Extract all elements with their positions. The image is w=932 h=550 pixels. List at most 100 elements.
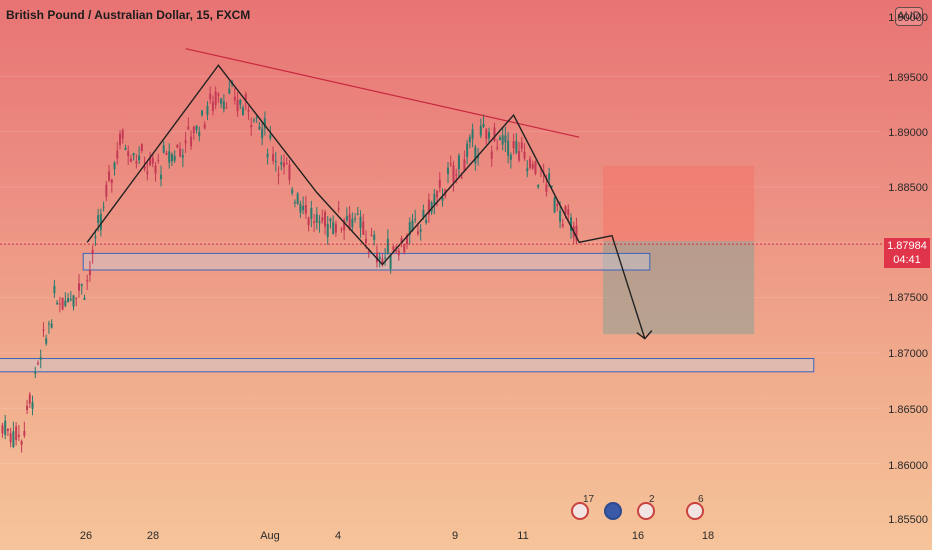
candle-body — [436, 190, 439, 198]
candle-body — [222, 101, 225, 110]
candle-body — [351, 218, 354, 227]
candle-body — [195, 126, 198, 131]
candle-body — [362, 221, 365, 235]
candle-body — [160, 174, 162, 179]
candle-body — [108, 171, 111, 181]
price-tick: 1.87000 — [888, 348, 928, 360]
candle-body — [236, 100, 239, 112]
time-tick: 28 — [146, 530, 160, 542]
candle-body — [274, 160, 277, 163]
price-tick: 1.87500 — [888, 292, 928, 304]
candle-body — [88, 269, 91, 276]
candle-body — [397, 250, 400, 256]
candle-body — [34, 371, 37, 374]
candle-body — [184, 140, 187, 144]
candle-body — [67, 298, 70, 303]
candle-body — [433, 193, 436, 205]
time-tick: 26 — [79, 530, 93, 542]
candle-body — [389, 255, 392, 269]
candle-body — [149, 157, 152, 166]
event-count: 6 — [698, 494, 704, 505]
candle-body — [78, 283, 80, 291]
candle-body — [378, 256, 381, 260]
candle-body — [493, 127, 496, 141]
candle-body — [304, 204, 307, 214]
candle-body — [477, 155, 480, 159]
candle-body — [370, 234, 373, 236]
candle-body — [192, 126, 195, 134]
candle-body — [129, 158, 132, 162]
candle-body — [50, 323, 53, 328]
last-price-value: 1.87984 — [887, 240, 927, 252]
candle-body — [233, 96, 236, 101]
candle-body — [460, 177, 463, 179]
candle-body — [242, 107, 244, 116]
candle-body — [496, 147, 499, 149]
economic-event-uk[interactable]: 17 — [568, 494, 594, 522]
economic-event-au[interactable] — [601, 496, 627, 522]
candle-body — [201, 110, 203, 116]
candle-body — [31, 402, 34, 409]
candle-body — [313, 221, 316, 224]
candle-body — [365, 238, 367, 244]
candle-body — [15, 426, 18, 440]
candle-body — [299, 203, 302, 213]
candle-body — [69, 298, 72, 301]
candle-body — [252, 119, 255, 121]
candle-body — [42, 329, 45, 331]
candle-body — [277, 174, 280, 176]
candle-body — [556, 204, 559, 207]
candle-body — [72, 295, 75, 307]
event-count: 2 — [649, 494, 655, 505]
candle-body — [119, 133, 121, 146]
pattern-path — [86, 64, 646, 339]
candle-body — [384, 257, 387, 259]
price-tick: 1.88500 — [888, 182, 928, 194]
candle-body — [143, 166, 146, 169]
candle-body — [411, 220, 414, 232]
candle-body — [515, 141, 518, 153]
economic-event-uk[interactable]: 6 — [683, 494, 709, 522]
candle-body — [110, 179, 113, 184]
candle-body — [116, 150, 119, 159]
candle-body — [173, 155, 176, 161]
uk-flag-icon — [686, 502, 704, 520]
candle-body — [162, 145, 165, 153]
candle-body — [518, 151, 521, 161]
uk-flag-icon — [571, 502, 589, 520]
candle-body — [168, 151, 171, 163]
candle-body — [99, 214, 102, 230]
price-tick: 1.85500 — [888, 514, 928, 526]
candle-body — [83, 297, 86, 300]
candle-body — [12, 431, 15, 447]
candle-body — [61, 297, 64, 310]
candle-body — [318, 221, 321, 223]
candle-body — [20, 441, 23, 445]
candle-body — [345, 215, 348, 221]
candle-body — [6, 428, 9, 432]
candle-body — [127, 150, 130, 157]
candle-body — [482, 123, 485, 128]
candle-body — [427, 199, 430, 215]
candle-body — [151, 157, 154, 164]
candle-body — [529, 158, 531, 168]
candle-body — [206, 105, 209, 115]
candle-body — [181, 155, 184, 158]
candle-body — [550, 185, 553, 187]
candle-body — [80, 284, 83, 286]
candle-body — [520, 142, 523, 149]
candle-body — [255, 117, 258, 119]
candle-body — [575, 225, 578, 241]
candle-body — [220, 98, 223, 104]
candle-body — [135, 161, 138, 164]
currency-badge[interactable]: AUD — [895, 7, 923, 26]
candle-body — [258, 126, 261, 130]
candle-body — [75, 297, 78, 299]
candle-body — [165, 153, 168, 155]
candle-body — [534, 161, 537, 174]
economic-event-uk[interactable]: 2 — [634, 494, 660, 522]
candle-body — [296, 193, 299, 204]
candle-body — [209, 93, 212, 100]
